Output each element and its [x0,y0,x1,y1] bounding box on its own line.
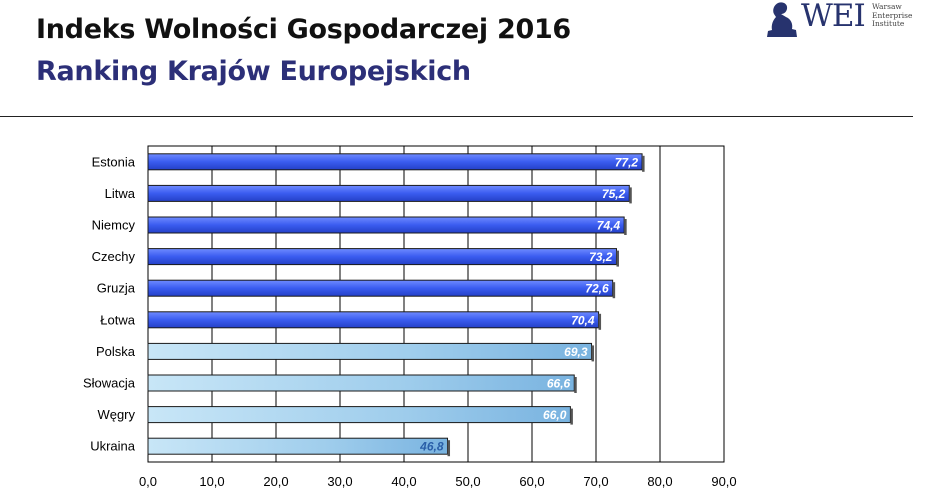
category-label: Niemcy [92,218,136,233]
bar-shadow [598,313,602,330]
x-tick-label: 50,0 [455,474,480,489]
wei-logo: WEI Warsaw Enterprise Institute [764,0,914,40]
x-tick-label: 70,0 [583,474,608,489]
bar-shadow [591,345,595,362]
logo-institute-name: Warsaw Enterprise Institute [872,2,922,29]
bar [147,184,630,202]
bar-shadow [616,250,619,267]
x-tick-label: 80,0 [647,474,672,489]
logo-line: Warsaw [872,2,902,11]
bar-shadow [574,377,577,393]
category-label: Gruzja [97,281,136,296]
value-label: 70,4 [571,313,595,327]
x-tick-label: 10,0 [199,474,224,489]
bar [147,406,571,424]
bar [147,374,575,392]
value-label: 77,2 [615,155,639,169]
plot-area-border [147,145,725,463]
x-tick-label: 0,0 [139,474,157,489]
bar [147,437,449,455]
thinker-logo-icon [767,2,797,37]
x-tick-label: 90,0 [711,474,736,489]
x-tick-label: 30,0 [327,474,352,489]
category-label: Czechy [92,249,136,264]
bar-shadow [624,219,627,235]
value-label: 73,2 [589,250,613,264]
logo-wordmark: WEI [801,0,866,34]
bar [147,216,625,234]
bar [147,311,600,329]
logo-line: Enterprise [872,10,913,20]
category-label: Węgry [97,407,135,422]
value-label: 66,0 [543,408,567,422]
category-label: Litwa [105,186,136,201]
value-label: 66,6 [547,377,571,391]
bar [147,342,593,360]
bar-shadow [570,408,573,425]
bar [147,248,617,266]
value-label: 46,8 [419,440,444,454]
logo-line: Institute [872,19,905,28]
x-tick-label: 20,0 [263,474,288,489]
category-label: Estonia [92,154,136,169]
category-label: Łotwa [100,312,135,327]
category-label: Słowacja [83,376,136,391]
bar-shadow [629,187,632,204]
category-label: Ukraina [90,439,136,454]
bar [147,153,643,171]
value-label: 72,6 [585,282,609,296]
page-subtitle: Ranking Krajów Europejskich [36,56,471,87]
bar-shadow [612,282,616,299]
bar-shadow [447,440,451,457]
value-label: 75,2 [602,187,626,201]
x-tick-label: 40,0 [391,474,416,489]
x-tick-label: 60,0 [519,474,544,489]
category-label: Polska [96,344,136,359]
page-title: Indeks Wolności Gospodarczej 2016 [36,14,571,45]
value-label: 74,4 [597,219,621,233]
bar-shadow [642,155,645,172]
header-divider [0,116,913,117]
value-label: 69,3 [564,345,588,359]
bar [147,279,614,297]
